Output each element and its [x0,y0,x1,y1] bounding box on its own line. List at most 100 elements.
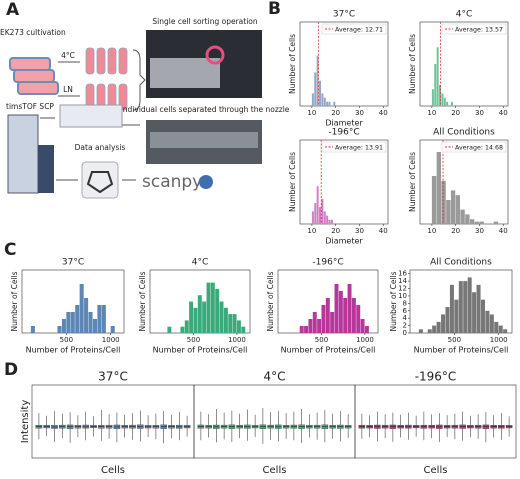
bar [480,299,485,333]
analysis-icon [81,161,119,199]
chart-title: 4°C [263,370,285,384]
x-tick-label: 40 [499,109,508,117]
bar [321,93,324,106]
bar [356,305,361,333]
x-tick-label: 1000 [356,336,374,344]
tool-label: scanpy [142,172,202,192]
bar [446,101,449,106]
bar [314,203,317,224]
x-tick-label: 1000 [490,336,508,344]
y-tick-label: 16 [398,270,407,278]
x-tick-label: 10 [427,109,436,117]
bar [197,295,202,333]
x-tick-label: 500 [187,336,200,344]
chart-title: All Conditions [430,258,492,268]
bar [311,211,314,224]
plot-frame [31,384,195,459]
bar [180,326,185,333]
bar [314,72,317,106]
x-axis-label: Cells [424,465,448,476]
legend-label: Average: 12.71 [335,27,383,34]
bar [450,190,456,224]
x-tick-label: 30 [475,227,484,235]
tool-logo [199,175,213,189]
nozzle-label: Individual cells separated through the n… [121,105,290,114]
y-axis-label: Number of Cells [266,271,275,331]
bar [427,329,432,333]
bracket [132,49,146,111]
bar [101,305,106,333]
x-axis-label: Number of Proteins/Cell [26,346,121,355]
legend-box [321,141,387,153]
bar [88,312,93,333]
bar [458,281,463,333]
legend-label: Average: 14.68 [455,145,503,152]
bar [476,284,481,333]
y-tick-label: 4 [403,314,408,322]
y-tick-label: 2 [403,322,407,330]
bar [79,284,84,333]
bar [441,93,444,106]
bar [472,292,477,333]
chart-title: All Conditions [433,128,495,138]
bar [503,329,508,333]
chart-title: 37°C [62,258,84,268]
bar [455,195,461,224]
bar [84,298,89,333]
bar [330,312,335,333]
bar [418,329,423,333]
x-tick-label: 500 [60,336,73,344]
bar [228,314,233,333]
bar [326,101,329,106]
x-tick-label: 500 [315,336,328,344]
bar [330,219,333,224]
plate [59,104,123,128]
nozzle-channel [150,132,258,148]
analysis-label: Data analysis [75,143,126,152]
bar [431,176,437,224]
plot-frame [193,384,356,459]
bar [202,301,207,333]
ms-label: timsTOF SCP [6,102,54,111]
x-axis-label: Cells [101,465,125,476]
bar [450,101,453,106]
sorting-label: Single cell sorting operation [152,17,257,26]
plot-frame [299,21,389,107]
bar [323,211,326,224]
x-axis-label: Diameter [325,237,363,246]
bar [223,307,228,333]
bar [75,305,80,333]
x-tick-label: 30 [355,227,364,235]
bar [97,305,102,333]
bar [70,312,75,333]
bar [446,200,451,224]
bar [463,281,468,333]
y-axis-label: Number of Cells [408,34,417,94]
bar [474,221,480,224]
y-axis-label: Number of Cells [389,271,398,331]
y-axis-label: Number of Cells [288,152,297,212]
bar [441,314,446,333]
x-axis-label: Cells [263,465,287,476]
chart-title: -196°C [312,258,343,268]
bar [494,321,499,333]
workflow: HEK273 cultivation 4°C LN Single cell so… [0,17,290,199]
legend-box [441,141,507,153]
bar [347,284,352,333]
bar [30,326,35,333]
bar [498,325,503,333]
plot-frame [354,384,517,459]
x-tick-label: 40 [379,227,388,235]
bar [460,209,465,224]
bar [232,314,237,333]
bar [184,320,189,333]
bar [326,215,329,224]
chart-title: 37°C [333,10,355,20]
panel-label: B [268,0,281,19]
legend-box [441,23,507,35]
chart-title: 4°C [192,258,209,268]
bar [312,312,317,333]
bar [360,319,365,333]
bar [319,207,322,224]
